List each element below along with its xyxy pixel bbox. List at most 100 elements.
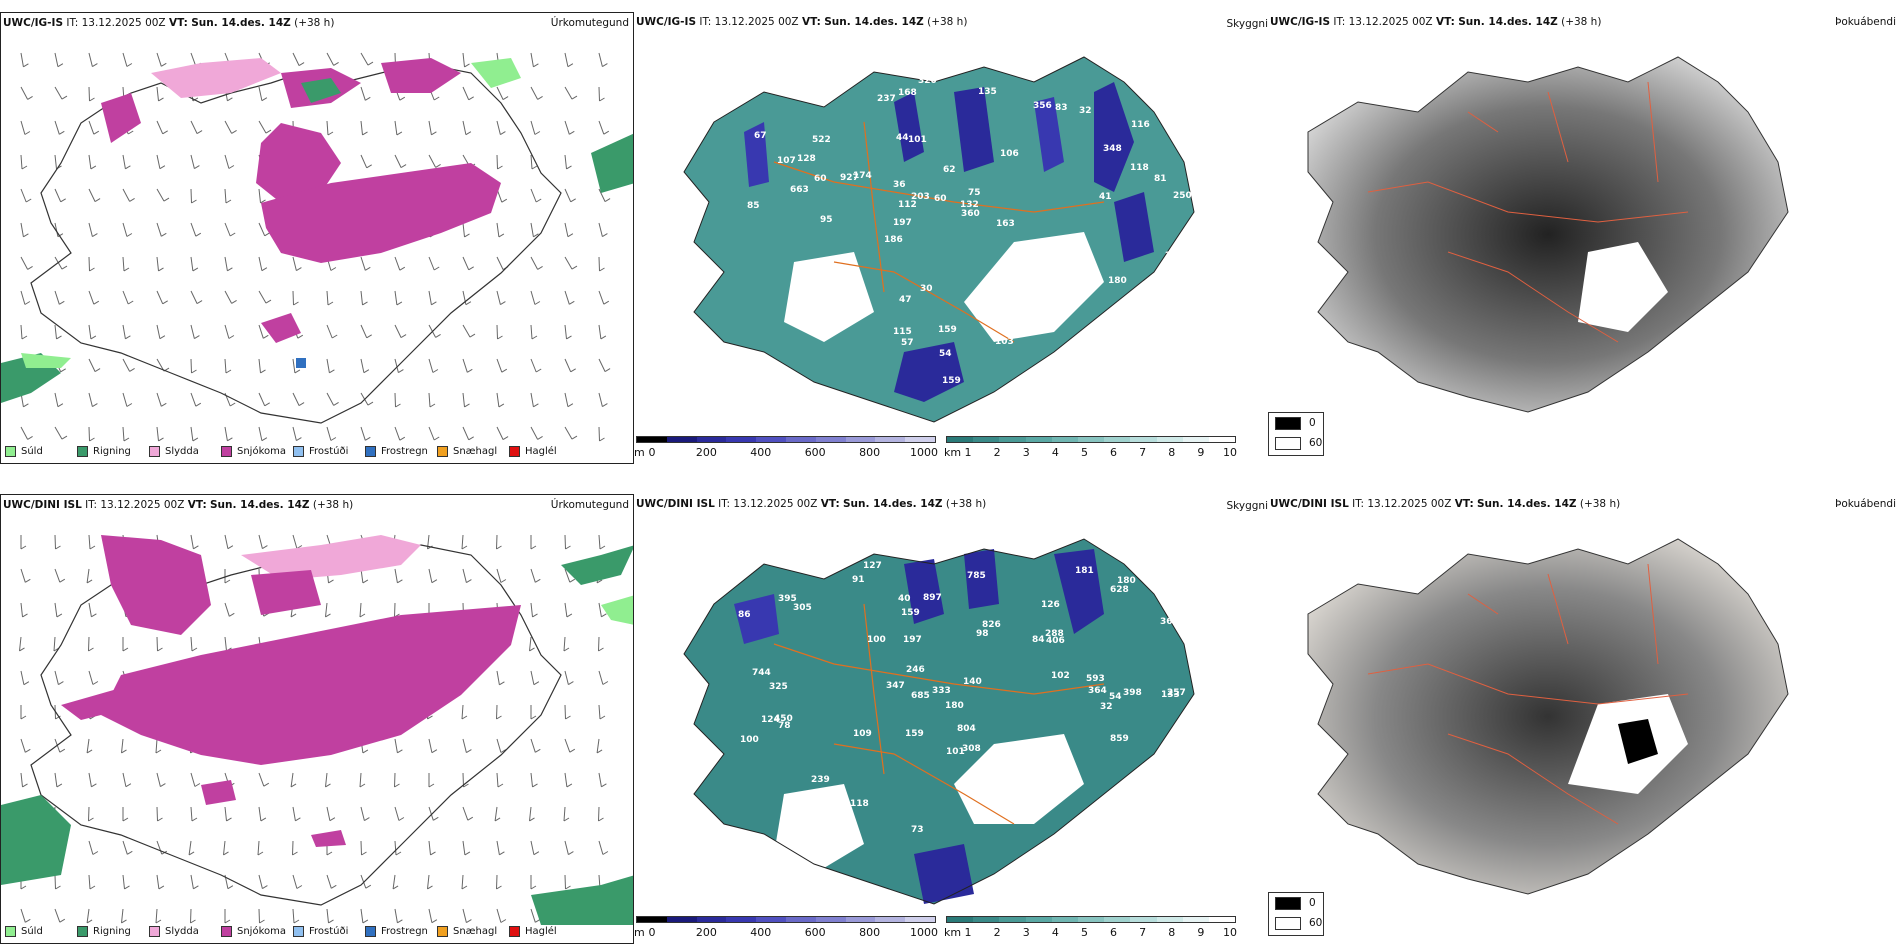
wind-barb-flag bbox=[259, 919, 265, 924]
wind-barb bbox=[224, 324, 230, 339]
wind-barb-flag bbox=[461, 545, 468, 550]
visibility-unit: km bbox=[944, 446, 962, 459]
legend-item-3: Snjókoma bbox=[221, 446, 293, 457]
wind-barb-flag bbox=[465, 131, 472, 136]
wind-barb bbox=[598, 52, 603, 67]
cloud-base-label: 320 bbox=[918, 76, 937, 86]
wind-barb-flag bbox=[56, 335, 62, 340]
wind-barb bbox=[88, 86, 90, 102]
wind-barb-flag bbox=[571, 435, 578, 440]
wind-barb-flag bbox=[161, 402, 167, 407]
colorbar-segment bbox=[696, 917, 727, 922]
wind-barb bbox=[530, 602, 533, 617]
wind-barb-flag bbox=[92, 681, 99, 685]
wind-barb bbox=[86, 568, 90, 583]
wind-barb-flag bbox=[55, 545, 61, 550]
cloud-base-label: 95 bbox=[820, 215, 833, 225]
wind-barb-flag bbox=[533, 63, 539, 68]
colorbar-segment bbox=[875, 437, 906, 442]
wind-barb-flag bbox=[192, 267, 199, 272]
wind-barb bbox=[530, 738, 536, 753]
wind-barb bbox=[156, 154, 161, 169]
wind-barb bbox=[564, 324, 567, 339]
wind-barb bbox=[292, 806, 296, 821]
cloud-visibility-map-bottom: UWC/DINI ISL IT: 13.12.2025 00Z VT: Sun.… bbox=[634, 494, 1268, 944]
wind-barb-flag bbox=[227, 545, 234, 550]
wind-barb bbox=[20, 290, 26, 305]
wind-barb bbox=[290, 772, 294, 787]
wind-barb-flag bbox=[157, 647, 163, 652]
colorbar-tick: 1 bbox=[964, 926, 972, 939]
wind-barb-flag bbox=[359, 613, 366, 618]
cloud-base-label: 135 bbox=[978, 87, 997, 97]
colorbar-segment bbox=[1051, 437, 1078, 442]
wind-barb bbox=[462, 290, 467, 305]
wind-barb-flag bbox=[223, 851, 229, 856]
wind-barb-flag bbox=[367, 401, 374, 406]
wind-barb-flag bbox=[262, 885, 268, 890]
fog-index-graphic bbox=[1307, 538, 1789, 895]
wind-barb-flag bbox=[124, 885, 130, 890]
wind-barb-flag bbox=[191, 647, 198, 652]
wind-barb bbox=[598, 358, 606, 372]
wind-barb-flag bbox=[90, 165, 97, 170]
wind-barb-flag bbox=[193, 885, 199, 890]
wind-barb bbox=[156, 52, 162, 67]
cloud-base-label: 102 bbox=[1051, 671, 1070, 681]
wind-barb-flag bbox=[224, 579, 231, 584]
cloud-base-label: 92 bbox=[1040, 268, 1053, 278]
cloud-base-label: 253 bbox=[1007, 295, 1026, 305]
wind-barb-flag bbox=[224, 919, 231, 924]
wind-barb-flag bbox=[534, 131, 541, 135]
sleet-area bbox=[151, 58, 281, 98]
wind-barb bbox=[326, 874, 332, 889]
wind-barb-flag bbox=[25, 918, 31, 923]
wind-barb-flag bbox=[435, 333, 441, 338]
legend-swatch bbox=[293, 926, 304, 937]
wind-barb-flag bbox=[61, 95, 68, 100]
cloud-base-label: 107 bbox=[777, 156, 796, 166]
cloud-base-colorbar: m 0 200 400 600 800 1000 bbox=[634, 916, 1268, 944]
cloud-visibility-map-top: UWC/IG-IS IT: 13.12.2025 00Z VT: Sun. 14… bbox=[634, 12, 1268, 464]
wind-barb-flag bbox=[500, 749, 507, 753]
colorbar-segment bbox=[1077, 917, 1105, 922]
wind-barb bbox=[326, 426, 332, 441]
wind-barb bbox=[258, 358, 261, 373]
wind-barb-flag bbox=[260, 369, 266, 374]
wind-barb bbox=[564, 738, 571, 753]
wind-barb bbox=[360, 324, 368, 339]
wind-barb bbox=[564, 154, 567, 169]
wind-barb bbox=[427, 874, 430, 889]
cloud-base-label: 364 bbox=[1088, 686, 1107, 696]
wind-barb-flag bbox=[496, 715, 502, 720]
wind-barb-flag bbox=[601, 613, 607, 618]
wind-barb bbox=[190, 806, 193, 822]
wind-barb bbox=[88, 324, 92, 339]
wind-barb-flag bbox=[328, 579, 334, 584]
wind-barb-flag bbox=[195, 402, 202, 407]
wind-barb bbox=[360, 840, 362, 856]
wind-barb bbox=[20, 120, 26, 135]
wind-barb bbox=[156, 840, 163, 855]
wind-barb bbox=[496, 86, 504, 100]
wind-barb bbox=[122, 324, 126, 339]
wind-barb-flag bbox=[533, 851, 540, 856]
wind-barb-flag bbox=[530, 715, 537, 720]
wind-barb bbox=[190, 222, 197, 237]
cloud-base-label: 75 bbox=[968, 188, 981, 198]
colorbar-tick: 2 bbox=[993, 446, 1001, 459]
cloud-base-label: 112 bbox=[898, 200, 917, 210]
cloud-base-label: 159 bbox=[938, 325, 957, 335]
legend-item-4: Frostúði bbox=[293, 446, 365, 457]
wind-barb bbox=[360, 806, 365, 821]
wind-barb bbox=[190, 52, 197, 67]
wind-barb bbox=[88, 222, 93, 237]
wind-barb bbox=[292, 358, 296, 373]
wind-barb-flag bbox=[92, 403, 98, 408]
wind-barb-flag bbox=[56, 783, 63, 788]
wind-barb-flag bbox=[194, 165, 200, 170]
wind-barb-flag bbox=[465, 301, 472, 306]
wind-barb-flag bbox=[93, 130, 100, 135]
cloud-base-label: 133 bbox=[1161, 690, 1180, 700]
wind-barb-flag bbox=[121, 749, 127, 754]
